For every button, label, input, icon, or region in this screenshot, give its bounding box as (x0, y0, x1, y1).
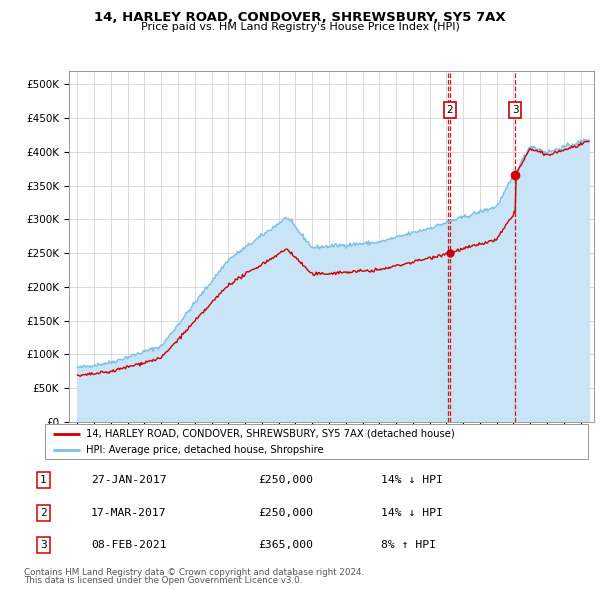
Text: 08-FEB-2021: 08-FEB-2021 (91, 540, 167, 550)
Text: Contains HM Land Registry data © Crown copyright and database right 2024.: Contains HM Land Registry data © Crown c… (24, 568, 364, 576)
Text: 14, HARLEY ROAD, CONDOVER, SHREWSBURY, SY5 7AX (detached house): 14, HARLEY ROAD, CONDOVER, SHREWSBURY, S… (86, 428, 454, 438)
Text: 3: 3 (512, 105, 518, 115)
Text: 1: 1 (40, 475, 47, 485)
Text: 14% ↓ HPI: 14% ↓ HPI (381, 475, 443, 485)
Text: £250,000: £250,000 (259, 508, 313, 517)
Text: 8% ↑ HPI: 8% ↑ HPI (381, 540, 436, 550)
Text: 14% ↓ HPI: 14% ↓ HPI (381, 508, 443, 517)
Text: 2: 2 (40, 508, 47, 517)
Text: 27-JAN-2017: 27-JAN-2017 (91, 475, 167, 485)
Text: Price paid vs. HM Land Registry's House Price Index (HPI): Price paid vs. HM Land Registry's House … (140, 22, 460, 32)
Text: HPI: Average price, detached house, Shropshire: HPI: Average price, detached house, Shro… (86, 445, 323, 455)
Text: 14, HARLEY ROAD, CONDOVER, SHREWSBURY, SY5 7AX: 14, HARLEY ROAD, CONDOVER, SHREWSBURY, S… (94, 11, 506, 24)
Text: £365,000: £365,000 (259, 540, 313, 550)
Text: 17-MAR-2017: 17-MAR-2017 (91, 508, 167, 517)
Text: 2: 2 (446, 105, 453, 115)
Text: £250,000: £250,000 (259, 475, 313, 485)
Text: This data is licensed under the Open Government Licence v3.0.: This data is licensed under the Open Gov… (24, 576, 302, 585)
Text: 3: 3 (40, 540, 47, 550)
